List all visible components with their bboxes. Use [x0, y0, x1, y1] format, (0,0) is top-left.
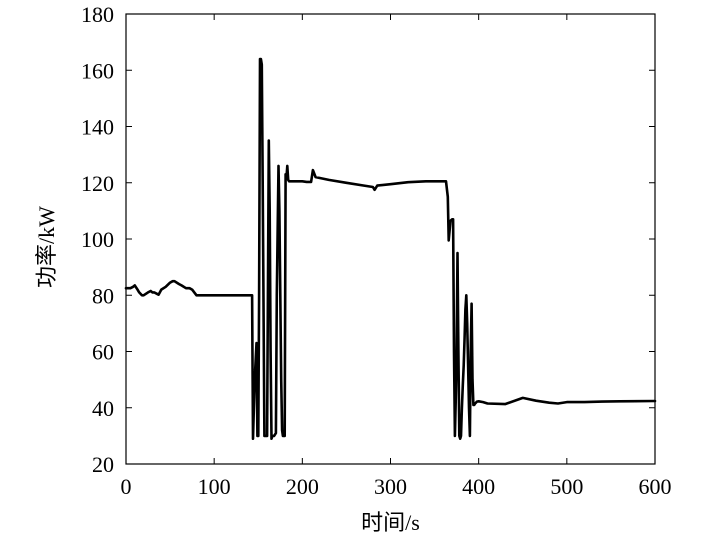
y-tick-label: 60	[92, 340, 114, 365]
x-tick-label: 600	[639, 474, 672, 499]
y-tick-label: 100	[81, 227, 114, 252]
y-tick-label: 40	[92, 396, 114, 421]
plot-frame	[125, 13, 656, 465]
x-tick-label: 100	[198, 474, 231, 499]
series-line-0	[124, 57, 657, 441]
y-tick-label: 160	[81, 58, 114, 83]
y-tick-label: 180	[81, 2, 114, 27]
x-tick-label: 200	[286, 474, 319, 499]
x-axis: 0 100 200 300 400 500 600	[121, 14, 672, 499]
x-tick-label: 400	[462, 474, 495, 499]
y-tick-label: 140	[81, 115, 114, 140]
x-tick-label: 300	[374, 474, 407, 499]
y-tick-label: 120	[81, 171, 114, 196]
x-tick-label: 500	[550, 474, 583, 499]
y-axis-label: 功率/kW	[34, 206, 59, 288]
y-axis: 20 40 60 80 100 120 140 160 180	[81, 2, 655, 477]
x-tick-label: 0	[121, 474, 132, 499]
plot-content	[124, 57, 657, 441]
x-axis-label: 时间/s	[361, 510, 420, 535]
y-tick-label: 80	[92, 283, 114, 308]
y-tick-label: 20	[92, 452, 114, 477]
